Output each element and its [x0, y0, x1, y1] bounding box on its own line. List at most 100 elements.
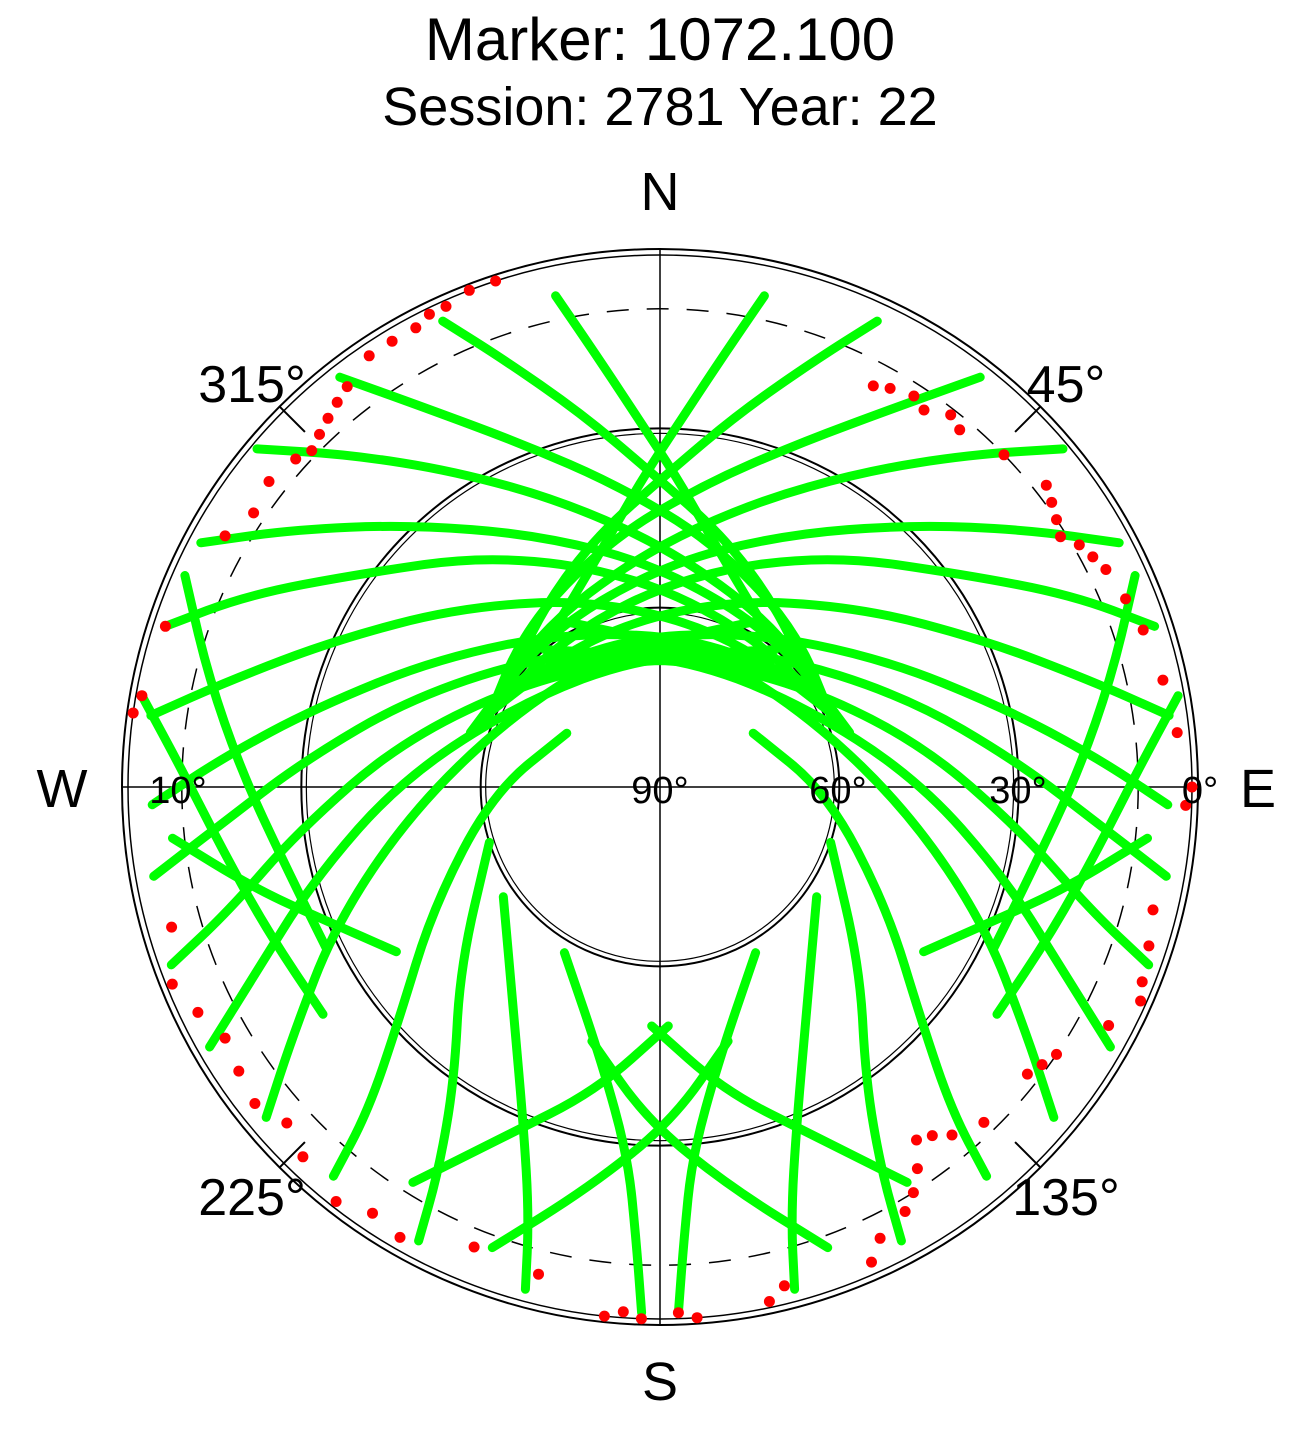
flagged-point-5: [386, 335, 398, 347]
flagged-point-17: [136, 690, 148, 702]
flagged-point-70: [249, 1098, 261, 1109]
satellite-track-20: [510, 644, 1171, 881]
flagged-point-60: [635, 1313, 647, 1325]
satellite-track-18: [486, 598, 1174, 720]
flagged-point-51: [911, 1163, 923, 1175]
flagged-point-49: [926, 1130, 938, 1142]
satellite-track-10: [205, 645, 780, 1052]
west-label: W: [37, 759, 88, 819]
flagged-point-15: [219, 530, 231, 542]
flagged-point-73: [192, 1006, 204, 1018]
satellite-track-22: [540, 645, 1115, 1052]
flagged-point-43: [1103, 1020, 1115, 1031]
flagged-point-42: [1135, 995, 1147, 1007]
flagged-point-48: [946, 1129, 958, 1141]
satellite-tracks: [137, 291, 1183, 1318]
flagged-point-58: [691, 1312, 703, 1324]
flagged-point-54: [874, 1232, 886, 1244]
polar-grid: [121, 248, 1199, 1326]
flagged-point-61: [617, 1306, 629, 1318]
flagged-point-18: [127, 707, 139, 719]
satellite-track-24: [748, 728, 992, 1181]
satellite-track-17: [475, 555, 1160, 727]
flagged-point-71: [233, 1065, 245, 1077]
chart-title: Marker: 1072.100: [425, 6, 895, 73]
chart-subtitle: Session: 2781 Year: 22: [382, 77, 937, 137]
flagged-point-11: [306, 445, 318, 457]
elevation-label-10: 10°: [149, 770, 206, 812]
satellite-track-27: [673, 948, 761, 1318]
satellite-track-16: [465, 521, 1124, 738]
flagged-point-36: [1171, 727, 1183, 739]
flagged-point-50: [911, 1134, 922, 1146]
satellite-track-11: [261, 616, 761, 1122]
flagged-point-33: [1120, 593, 1132, 605]
satellite-track-33: [587, 1036, 833, 1253]
flagged-point-55: [866, 1256, 877, 1268]
flagged-point-25: [998, 449, 1010, 461]
flagged-point-75: [166, 921, 178, 933]
satellite-track-19: [495, 630, 1173, 810]
satellite-track-30: [498, 892, 533, 1294]
azimuth-label-45: 45°: [1027, 356, 1106, 414]
flagged-point-63: [533, 1268, 544, 1280]
flagged-point-47: [978, 1116, 990, 1128]
flagged-point-32: [1100, 564, 1112, 575]
flagged-point-22: [918, 404, 930, 416]
east-label: E: [1240, 759, 1276, 819]
flagged-point-68: [297, 1151, 309, 1163]
flagged-point-7: [341, 381, 353, 393]
flagged-point-23: [945, 409, 957, 421]
satellite-track-32: [487, 1036, 733, 1253]
flagged-point-10: [314, 428, 325, 440]
flagged-point-69: [281, 1117, 293, 1129]
azimuth-label-225: 225°: [198, 1169, 306, 1227]
flagged-point-66: [367, 1207, 378, 1219]
flagged-point-24: [954, 424, 966, 436]
flagged-point-41: [1136, 976, 1148, 988]
satellite-track-29: [414, 837, 494, 1246]
flagged-point-74: [166, 978, 178, 990]
flagged-point-21: [908, 390, 920, 402]
satellite-track-1: [438, 316, 820, 702]
satellite-track-35: [647, 1021, 912, 1187]
flagged-point-4: [410, 322, 422, 334]
flagged-observations: [127, 275, 1198, 1325]
flagged-point-20: [884, 382, 896, 394]
satellite-track-40: [988, 571, 1140, 954]
satellite-track-28: [328, 728, 572, 1181]
elevation-label-60: 60°: [809, 770, 866, 812]
satellite-track-34: [408, 1021, 673, 1187]
flagged-point-26: [1040, 479, 1052, 491]
azimuth-tick-225: [278, 1141, 306, 1169]
flagged-point-12: [290, 453, 302, 465]
flagged-point-27: [1046, 496, 1058, 508]
satellite-track-36: [919, 833, 1152, 957]
satellite-track-14: [481, 372, 985, 729]
elevation-label-0: 0°: [1182, 770, 1218, 812]
satellite-track-31: [559, 948, 647, 1318]
satellite-track-8: [149, 644, 810, 881]
flagged-point-67: [330, 1196, 342, 1207]
satellite-track-25: [826, 837, 906, 1246]
flagged-point-35: [1157, 674, 1169, 686]
satellite-track-21: [526, 655, 1154, 970]
azimuth-label-315: 315°: [198, 356, 306, 414]
flagged-point-0: [490, 275, 502, 287]
flagged-point-1: [463, 284, 475, 296]
flagged-point-56: [778, 1280, 790, 1292]
flagged-point-52: [907, 1187, 919, 1199]
flagged-point-31: [1087, 551, 1099, 563]
north-label: N: [641, 162, 680, 222]
flagged-point-29: [1055, 531, 1066, 543]
flagged-point-19: [867, 380, 879, 392]
flagged-point-37: [1186, 781, 1198, 793]
flagged-point-53: [899, 1206, 911, 1217]
flagged-point-6: [363, 350, 375, 362]
elevation-label-90: 90°: [631, 770, 688, 812]
flagged-point-2: [440, 300, 452, 312]
flagged-point-72: [219, 1032, 231, 1044]
flagged-point-46: [1021, 1068, 1033, 1080]
flagged-point-13: [263, 476, 275, 487]
flagged-point-44: [1051, 1048, 1062, 1060]
